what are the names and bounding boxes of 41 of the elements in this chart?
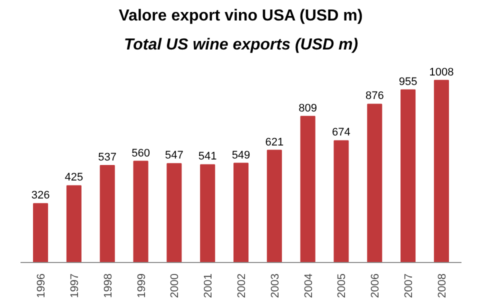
- bar: [434, 80, 449, 262]
- x-tick-label: 2008: [436, 273, 448, 298]
- chart-subtitle: Total US wine exports (USD m): [124, 36, 358, 54]
- x-tick-label: 1996: [36, 273, 48, 298]
- data-label: 955: [398, 76, 418, 88]
- data-label: 549: [232, 149, 250, 162]
- bar: [100, 164, 115, 262]
- data-label: 537: [98, 151, 117, 164]
- x-tick-label: 2000: [169, 273, 182, 298]
- data-label: 326: [31, 190, 50, 202]
- data-label: 425: [64, 172, 84, 184]
- bar: [133, 160, 148, 262]
- data-label: 621: [265, 136, 284, 148]
- x-tick-label: 1998: [102, 273, 114, 298]
- data-label: 547: [165, 150, 184, 162]
- x-tick-label: 2006: [370, 273, 382, 298]
- x-tick-label: 2001: [202, 273, 215, 298]
- data-label: 876: [365, 90, 384, 102]
- x-tick-label: 2002: [236, 273, 248, 298]
- bar: [233, 162, 249, 262]
- data-label: 1008: [429, 66, 454, 78]
- x-tick-label: 1997: [68, 273, 81, 298]
- x-tick-label: 2005: [336, 273, 348, 298]
- x-tick-label: 1999: [136, 273, 148, 298]
- bar: [200, 164, 216, 262]
- x-tick-label: 2007: [403, 273, 416, 298]
- bar: [66, 185, 82, 262]
- data-label: 809: [298, 102, 317, 114]
- bar: [300, 116, 316, 262]
- data-label: 560: [132, 147, 150, 160]
- bar: [334, 140, 349, 262]
- chart-title: Valore export vino USA (USD m): [118, 8, 363, 24]
- bar: [33, 203, 48, 262]
- data-label: 674: [332, 126, 350, 139]
- bar: [266, 150, 282, 262]
- bar: [400, 89, 416, 262]
- x-tick-label: 2003: [269, 273, 282, 298]
- x-tick-label: 2004: [302, 273, 315, 298]
- data-label: 541: [198, 150, 217, 163]
- bar: [166, 163, 182, 262]
- bar: [367, 104, 382, 262]
